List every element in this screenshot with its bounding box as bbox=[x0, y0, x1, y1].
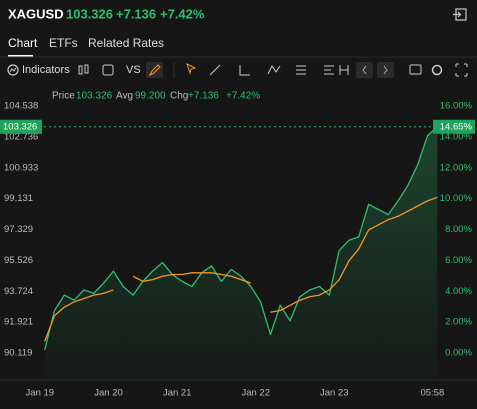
y-tick-label: 104.538 bbox=[4, 101, 38, 112]
current-pct-box bbox=[433, 119, 475, 134]
indicators-button[interactable]: Indicators bbox=[7, 64, 70, 76]
x-tick-label: Jan 23 bbox=[320, 388, 349, 399]
x-tick-label: 05:58 bbox=[420, 388, 444, 399]
exit-button[interactable] bbox=[453, 8, 467, 21]
info-value: +7.136 bbox=[188, 91, 219, 102]
price: 103.326 bbox=[66, 6, 113, 21]
compare-button[interactable] bbox=[102, 64, 114, 76]
prev-icon bbox=[362, 65, 367, 75]
pattern-tool[interactable] bbox=[267, 65, 281, 75]
settings-button[interactable] bbox=[431, 64, 443, 76]
y-tick-label: 90.119 bbox=[4, 348, 32, 359]
draw-icon bbox=[148, 64, 161, 77]
y-tick-label: 99.131 bbox=[4, 193, 33, 204]
tab[interactable]: Chart bbox=[8, 36, 38, 50]
info: Price 103.326 Avg 99.200 Chg +7.136 +7.4… bbox=[52, 91, 260, 102]
info-value: +7.42% bbox=[226, 91, 260, 102]
info-label: Price bbox=[52, 91, 75, 102]
draw-button[interactable] bbox=[146, 62, 163, 78]
line bbox=[270, 196, 438, 313]
measure-tool[interactable] bbox=[339, 65, 349, 75]
info-value: 103.326 bbox=[76, 91, 113, 102]
y-tick-label: 97.329 bbox=[4, 224, 33, 235]
y-tick-label: 95.526 bbox=[4, 255, 33, 266]
line bbox=[44, 289, 114, 342]
fib-tool[interactable] bbox=[296, 65, 306, 75]
x-tick-label: Jan 19 bbox=[26, 388, 55, 399]
text-tool[interactable] bbox=[324, 65, 334, 75]
current-pct-label: 14.65% bbox=[440, 121, 473, 132]
y2-tick-label: 0.00% bbox=[445, 348, 472, 359]
x-tick-label: Jan 22 bbox=[241, 388, 270, 399]
y2-tick-label: 12.00% bbox=[440, 162, 473, 173]
y2-tick-label: 6.00% bbox=[445, 255, 472, 266]
info-label: Avg bbox=[116, 91, 133, 102]
vs-button[interactable]: VS bbox=[126, 64, 141, 76]
indicators-label: Indicators bbox=[22, 64, 70, 76]
next-button[interactable] bbox=[377, 62, 394, 78]
line bbox=[132, 272, 252, 284]
change-pct: +7.42% bbox=[160, 6, 205, 21]
shape-tool[interactable] bbox=[239, 65, 250, 76]
line bbox=[44, 126, 438, 351]
area bbox=[44, 126, 438, 380]
y2-tick-label: 8.00% bbox=[445, 224, 472, 235]
current-price-label: 103.326 bbox=[3, 121, 37, 132]
y2-tick-label: 4.00% bbox=[445, 286, 472, 297]
next-icon bbox=[383, 65, 388, 75]
tab[interactable]: ETFs bbox=[49, 36, 78, 50]
y2-tick-label: 10.00% bbox=[440, 193, 473, 204]
y2-tick-label: 2.00% bbox=[445, 317, 472, 328]
line-tool[interactable] bbox=[209, 64, 221, 76]
x-tick-label: Jan 20 bbox=[94, 388, 123, 399]
symbol: XAGUSD bbox=[8, 6, 64, 21]
y-tick-label: 102.736 bbox=[4, 131, 38, 142]
change: +7.136 bbox=[116, 6, 156, 21]
y2-tick-label: 14.00% bbox=[440, 131, 473, 142]
info-value: 99.200 bbox=[135, 91, 166, 102]
y-tick-label: 93.724 bbox=[4, 286, 33, 297]
current-price-box bbox=[0, 119, 42, 134]
candle-button[interactable] bbox=[78, 64, 89, 75]
tab[interactable]: Related Rates bbox=[88, 36, 164, 50]
prev-button[interactable] bbox=[356, 62, 373, 78]
cursor-tool[interactable] bbox=[186, 63, 197, 75]
fullscreen-button[interactable] bbox=[455, 63, 468, 77]
info-label: Chg bbox=[170, 91, 188, 102]
x-tick-label: Jan 21 bbox=[163, 388, 192, 399]
y-tick-label: 91.921 bbox=[4, 317, 33, 328]
y2-tick-label: 16.00% bbox=[440, 101, 473, 112]
y-tick-label: 100.933 bbox=[4, 162, 38, 173]
snapshot-button[interactable] bbox=[409, 64, 422, 75]
tab-underline bbox=[8, 55, 33, 57]
